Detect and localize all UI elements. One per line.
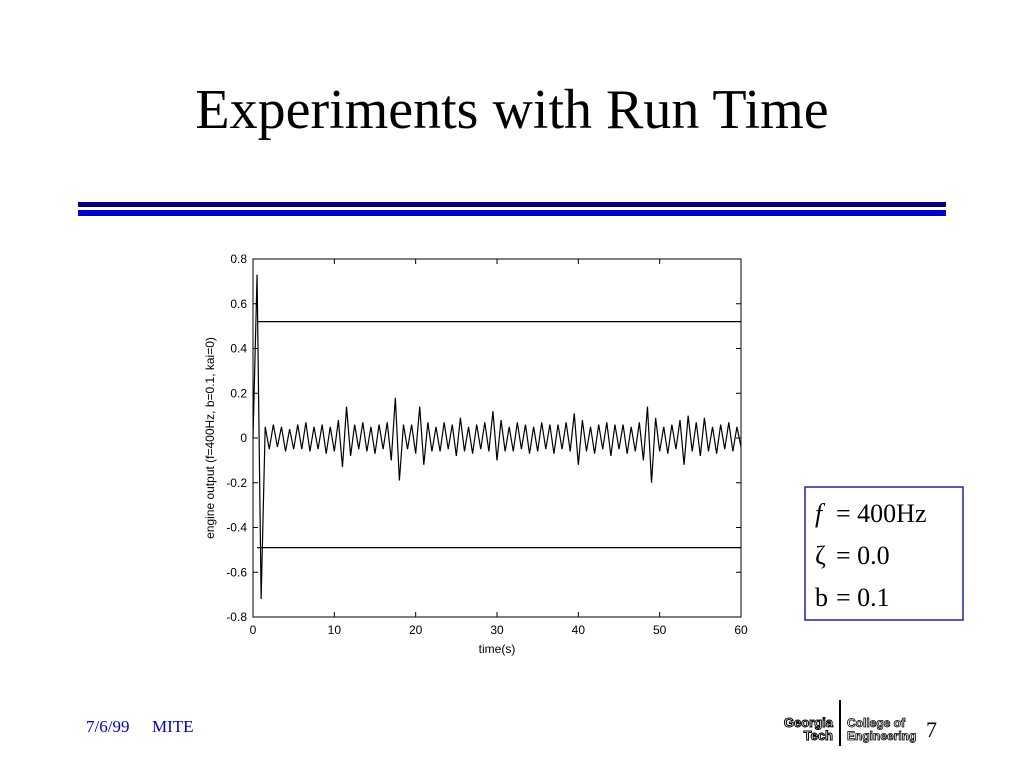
info-var: ζ: [815, 541, 826, 570]
y-tick-label: 0.8: [230, 252, 247, 266]
y-tick-label: 0.4: [230, 342, 247, 356]
y-tick-label: 0.6: [230, 297, 247, 311]
x-tick-label: 0: [250, 623, 257, 637]
footer-date: 7/6/99: [86, 717, 129, 736]
info-rest: = 0.1: [836, 583, 890, 612]
y-tick-label: -0.8: [226, 610, 247, 624]
rule: [78, 210, 946, 216]
info-lines: f = 400Hz ζ = 0.0 b = 0.1: [815, 499, 926, 612]
y-tick-label: -0.2: [226, 476, 247, 490]
x-tick-label: 10: [328, 623, 342, 637]
y-tick-label: -0.6: [226, 565, 247, 579]
y-tick-label: 0.2: [230, 386, 247, 400]
info-box: [804, 486, 964, 621]
logo-text: Engineering: [847, 729, 916, 743]
footer-event: MITE: [152, 717, 194, 736]
x-tick-label: 40: [572, 623, 586, 637]
x-tick-label: 60: [734, 623, 748, 637]
x-tick-label: 50: [653, 623, 667, 637]
info-var: f: [815, 499, 826, 528]
chart: -0.8 -0.6 -0.4 -0.2 0 0.2 0.4 0.6 0.8 0 10 20 30 40 50…: [203, 252, 748, 656]
logo-text: Georgia: [784, 715, 834, 730]
slide-title: Experiments with Run Time: [195, 79, 828, 141]
plot-area: [252, 258, 742, 618]
info-rest: = 400Hz: [836, 499, 926, 528]
x-tick-label: 30: [490, 623, 504, 637]
series-line: [252, 274, 742, 600]
info-var: b: [815, 583, 828, 612]
logo-text: College of: [847, 716, 906, 730]
y-axis-label: engine output (f=400Hz, b=0.1, kai=0): [203, 337, 217, 539]
x-tick-label: 20: [409, 623, 423, 637]
x-axis-label: time(s): [479, 642, 516, 656]
y-tick-label: -0.4: [226, 521, 247, 535]
rule: [78, 202, 946, 207]
page-number: 7: [926, 717, 937, 742]
y-tick-label: 0: [240, 431, 247, 445]
info-rest: = 0.0: [836, 541, 890, 570]
logo-text: Tech: [804, 728, 833, 743]
